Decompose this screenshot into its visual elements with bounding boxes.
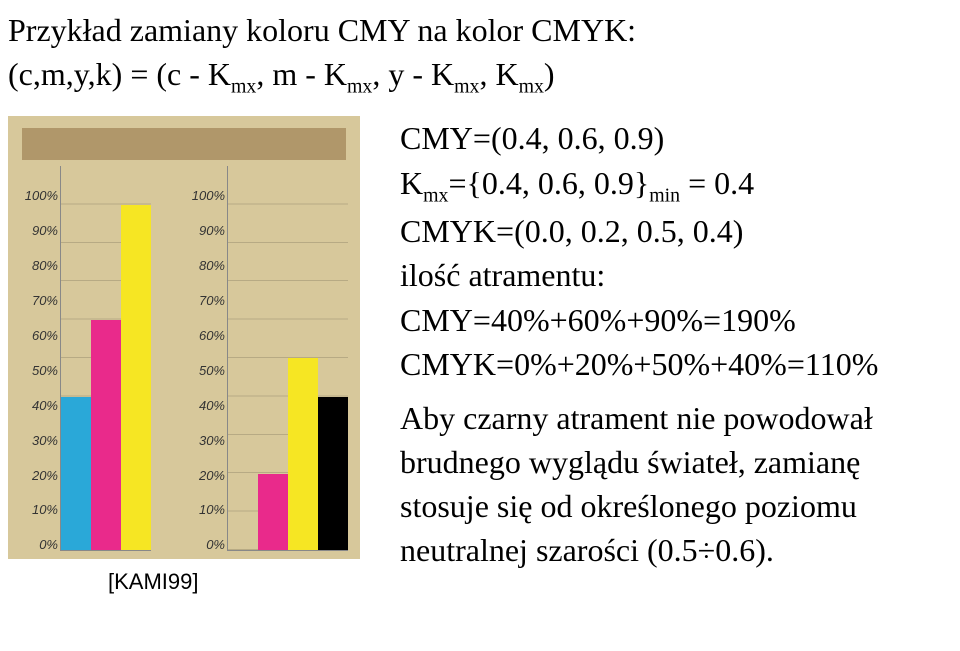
bar [258,474,288,551]
text-line: CMY=40%+60%+90%=190% [400,298,952,342]
y-tick-label: 80% [20,237,58,272]
bars-group [227,166,348,551]
y-tick-label: 0% [187,516,225,551]
y-tick-label: 30% [187,412,225,447]
text-block: CMY=(0.4, 0.6, 0.9) Kmx={0.4, 0.6, 0.9}m… [378,116,952,595]
y-tick-label: 20% [20,447,58,482]
y-tick-label: 70% [20,272,58,307]
bar [61,397,91,551]
formula-sub: mx [347,75,372,97]
y-tick-label: 40% [187,377,225,412]
text-line: CMY=(0.4, 0.6, 0.9) [400,116,952,160]
bar [318,397,348,551]
bar [288,358,318,550]
text-line: CMYK=(0.0, 0.2, 0.5, 0.4) [400,209,952,253]
bars-group [60,166,151,551]
chart-panel: 0%10%20%30%40%50%60%70%80%90%100% [187,166,348,551]
formula-sub: mx [231,75,256,97]
y-tick-label: 50% [187,342,225,377]
text-line: brudnego wyglądu świateł, zamianę [400,440,952,484]
text-line: Aby czarny atrament nie powodował [400,396,952,440]
text-line: neutralnej szarości (0.5÷0.6). [400,528,952,572]
citation: [KAMI99] [108,569,378,595]
y-tick-label: 30% [20,412,58,447]
text-line: Kmx={0.4, 0.6, 0.9}min = 0.4 [400,161,952,210]
y-tick-label: 90% [187,202,225,237]
y-tick-label: 100% [20,167,58,202]
formula-part: (c,m,y,k) = (c - K [8,56,231,92]
cmy-cmyk-chart: 0%10%20%30%40%50%60%70%80%90%100%0%10%20… [8,116,360,559]
text-sub: mx [423,184,448,206]
text-line: ilość atramentu: [400,253,952,297]
y-tick-label: 10% [187,482,225,517]
y-tick-label: 70% [187,272,225,307]
y-tick-label: 10% [20,482,58,517]
text-sub: min [649,184,680,206]
y-tick-label: 80% [187,237,225,272]
formula: (c,m,y,k) = (c - Kmx, m - Kmx, y - Kmx, … [8,56,952,98]
y-tick-label: 50% [20,342,58,377]
formula-sub: mx [519,75,544,97]
page-title: Przykład zamiany koloru CMY na kolor CMY… [8,10,952,50]
chart-panel: 0%10%20%30%40%50%60%70%80%90%100% [20,166,173,551]
y-tick-label: 60% [187,307,225,342]
formula-part: ) [544,56,555,92]
bar [91,320,121,550]
formula-part: , m - K [256,56,347,92]
y-tick-label: 40% [20,377,58,412]
y-tick-label: 20% [187,447,225,482]
text-part: ={0.4, 0.6, 0.9} [448,165,649,201]
text-line: stosuje się od określonego poziomu [400,484,952,528]
y-tick-label: 100% [187,167,225,202]
formula-part: , y - K [372,56,454,92]
formula-part: , K [479,56,518,92]
y-axis: 0%10%20%30%40%50%60%70%80%90%100% [20,167,58,551]
text-part: K [400,165,423,201]
bar [121,205,151,551]
text-part: = 0.4 [680,165,754,201]
y-axis: 0%10%20%30%40%50%60%70%80%90%100% [187,167,225,551]
y-tick-label: 60% [20,307,58,342]
y-tick-label: 0% [20,516,58,551]
text-line: CMYK=0%+20%+50%+40%=110% [400,342,952,386]
y-tick-label: 90% [20,202,58,237]
chart-title-bar [22,128,346,160]
formula-sub: mx [454,75,479,97]
